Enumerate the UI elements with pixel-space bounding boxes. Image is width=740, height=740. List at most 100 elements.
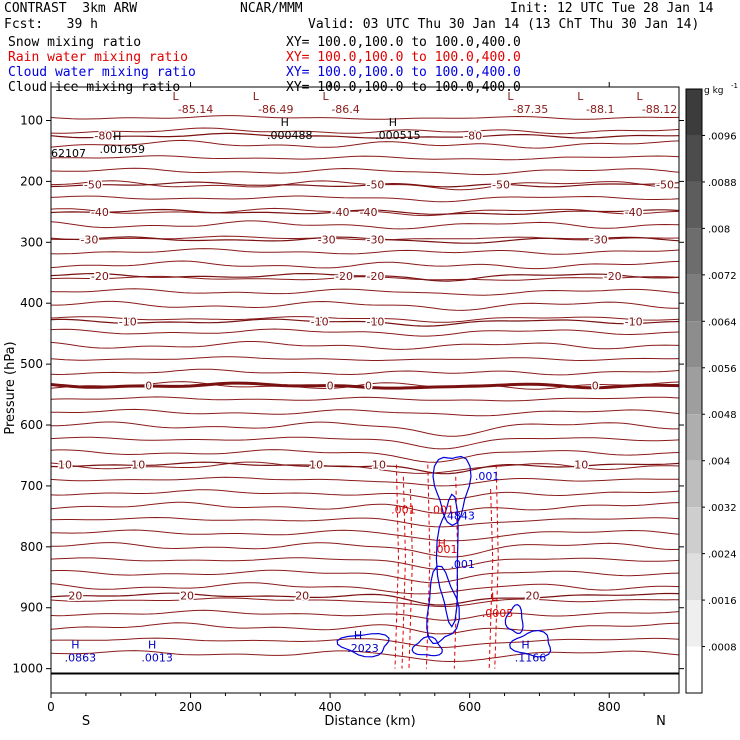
isotherm-line <box>51 300 679 311</box>
colorbar-swatch <box>686 135 702 182</box>
rain-contour <box>401 476 406 669</box>
colorbar: .0096 .0088 .008 .0072 .0064 .0056 .0048 .004 .0… <box>685 88 737 694</box>
extremum-value: .001659 <box>100 143 146 156</box>
edge-value: 62107 <box>51 147 86 160</box>
isotherm-label: 10 <box>574 459 588 472</box>
isotherm-line <box>50 436 680 450</box>
isotherm-label: 20 <box>180 590 194 603</box>
isotherm-line <box>50 180 680 191</box>
colorbar-label: .0072 <box>708 271 737 282</box>
isotherm-label: -50 <box>366 178 384 191</box>
extremum-value: .2023 <box>347 642 379 655</box>
isotherm-line <box>50 516 680 528</box>
cloud-water-contour <box>426 565 460 645</box>
field-cloud-water-xy: XY= 100.0,100.0 to 100.0,400.0 <box>286 65 521 80</box>
isotherm-labeled-line <box>50 273 680 282</box>
field-cloud-water-name: Cloud water mixing ratio <box>8 65 196 80</box>
extremum-value: -87.35 <box>513 103 548 116</box>
cloud-water-label: .4843 <box>443 509 475 522</box>
colorbar-swatch <box>686 274 702 322</box>
colorbar-label: .0024 <box>708 550 737 561</box>
extremum-value: -88.12 <box>642 103 677 116</box>
y-tick-label: 500 <box>20 357 43 371</box>
rain-contour <box>488 488 494 669</box>
isotherm-label: -30 <box>590 233 608 246</box>
cloud-water-contour <box>504 604 524 635</box>
isotherm-layer: -80 -80 -50 -50 -50 -50 -40 -40 -40 -40 -30 -30 -30 -… <box>50 115 680 663</box>
isotherm-line <box>50 582 680 595</box>
colorbar-label: .0016 <box>708 596 737 607</box>
rain-high-marker: H <box>438 537 446 550</box>
isotherm-label: -80 <box>464 130 482 143</box>
isotherm-labeled-line <box>50 381 680 390</box>
colorbar-swatch <box>686 460 702 508</box>
extremum-value: .0013 <box>141 651 173 664</box>
colorbar-label: .0032 <box>708 503 737 514</box>
y-tick-label: 300 <box>20 235 43 249</box>
isotherm-label: -40 <box>332 206 350 219</box>
isotherm-line <box>50 557 680 571</box>
y-tick-label: 900 <box>20 601 43 615</box>
isotherm-labeled-line <box>50 236 680 244</box>
rain-label: .0005 <box>482 607 514 620</box>
colorbar-swatch <box>686 89 702 136</box>
y-tick-label: 400 <box>20 296 43 310</box>
endpoint-north: N <box>656 714 666 729</box>
x-tick-label: 0 <box>47 700 55 714</box>
cloud-water-contour <box>411 635 443 657</box>
isotherm-label: -50 <box>84 178 102 191</box>
rain-label: .001 <box>433 543 458 556</box>
isotherm-labeled-line <box>50 318 680 327</box>
isotherm-line <box>50 275 680 281</box>
isotherm-line <box>50 288 680 296</box>
rain-contour <box>453 476 459 669</box>
high-marker: H <box>389 116 397 129</box>
y-tick-label: 1000 <box>12 662 43 676</box>
isotherm-label: -30 <box>366 233 384 246</box>
rain-contour <box>394 464 399 669</box>
isotherm-line <box>50 167 680 176</box>
isotherm-label: 10 <box>131 459 145 472</box>
colorbar-swatch <box>686 228 702 275</box>
isotherm-line <box>50 489 680 501</box>
colorbar-label: .0048 <box>708 410 737 421</box>
isotherm-line <box>50 248 680 255</box>
field-rain-xy: XY= 100.0,100.0 to 100.0,400.0 <box>286 50 521 65</box>
isotherm-label: -20 <box>91 270 109 283</box>
extremum-value: .000515 <box>375 129 421 142</box>
x-axis-label: Distance (km) <box>324 714 415 729</box>
rain-contour <box>425 464 431 669</box>
extremum-value: -86.49 <box>258 103 293 116</box>
field-snow-xy: XY= 100.0,100.0 to 100.0,400.0 <box>286 35 521 50</box>
high-marker: H <box>71 638 79 651</box>
isotherm-label: -40 <box>91 206 109 219</box>
isotherm-label: 10 <box>58 459 72 472</box>
isotherm-label: -40 <box>360 206 378 219</box>
isotherm-line <box>50 115 680 120</box>
isotherm-line <box>50 476 680 487</box>
rain-label: .001 <box>430 503 455 516</box>
isotherm-label: -10 <box>366 315 384 328</box>
y-tick-label: 600 <box>20 418 43 432</box>
isotherm-labeled-line <box>50 181 680 188</box>
x-tick-label: 200 <box>179 700 202 714</box>
valid-time: Valid: 03 UTC Thu 30 Jan 14 (13 ChT Thu … <box>308 17 700 32</box>
colorbar-swatch <box>686 367 702 415</box>
isotherm-line <box>50 316 680 323</box>
colorbar-swatch <box>686 600 702 647</box>
low-marker: L <box>577 90 584 103</box>
isotherm-label: -10 <box>311 315 329 328</box>
rain-low-marker: L <box>491 590 498 603</box>
cloud-water-contour <box>336 632 390 658</box>
colorbar-swatch <box>686 321 702 368</box>
colorbar-frame <box>685 88 703 694</box>
isotherm-label: 0 <box>365 379 372 392</box>
isotherm-line <box>50 597 680 608</box>
extremum-value: -86.4 <box>331 103 359 116</box>
isotherm-label: 20 <box>525 590 539 603</box>
forecast-hour: Fcst: 39 h <box>4 17 98 32</box>
isotherm-label: 0 <box>327 379 334 392</box>
isotherm-line <box>51 421 679 437</box>
colorbar-swatch <box>686 414 702 461</box>
rain-contour <box>408 488 413 669</box>
